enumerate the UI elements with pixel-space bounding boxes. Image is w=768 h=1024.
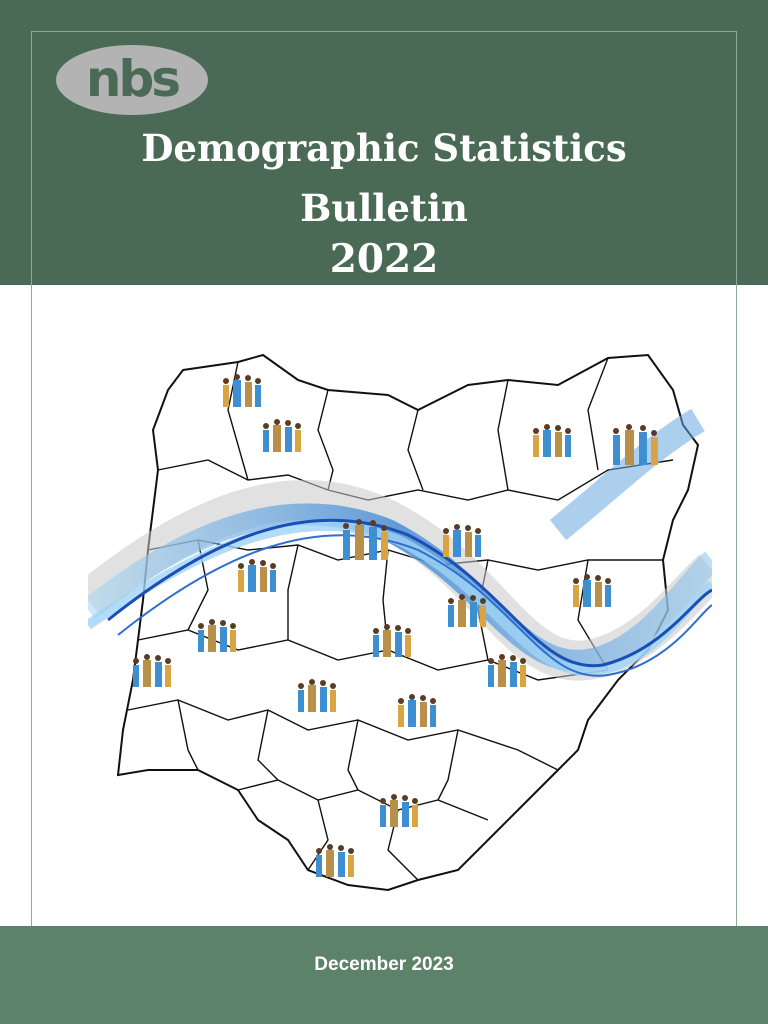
logo-text: nbs bbox=[86, 50, 179, 108]
title-line-2: Bulletin bbox=[300, 186, 468, 230]
nbs-logo: nbs bbox=[56, 45, 208, 115]
title-year: 2022 bbox=[329, 236, 439, 282]
people-groups bbox=[133, 374, 658, 877]
nigeria-map-illustration bbox=[88, 353, 712, 892]
title-line-1: Demographic Statistics bbox=[141, 126, 627, 170]
footer-band bbox=[0, 926, 768, 1024]
publication-date: December 2023 bbox=[314, 954, 454, 975]
wave-ribbons bbox=[88, 408, 712, 681]
